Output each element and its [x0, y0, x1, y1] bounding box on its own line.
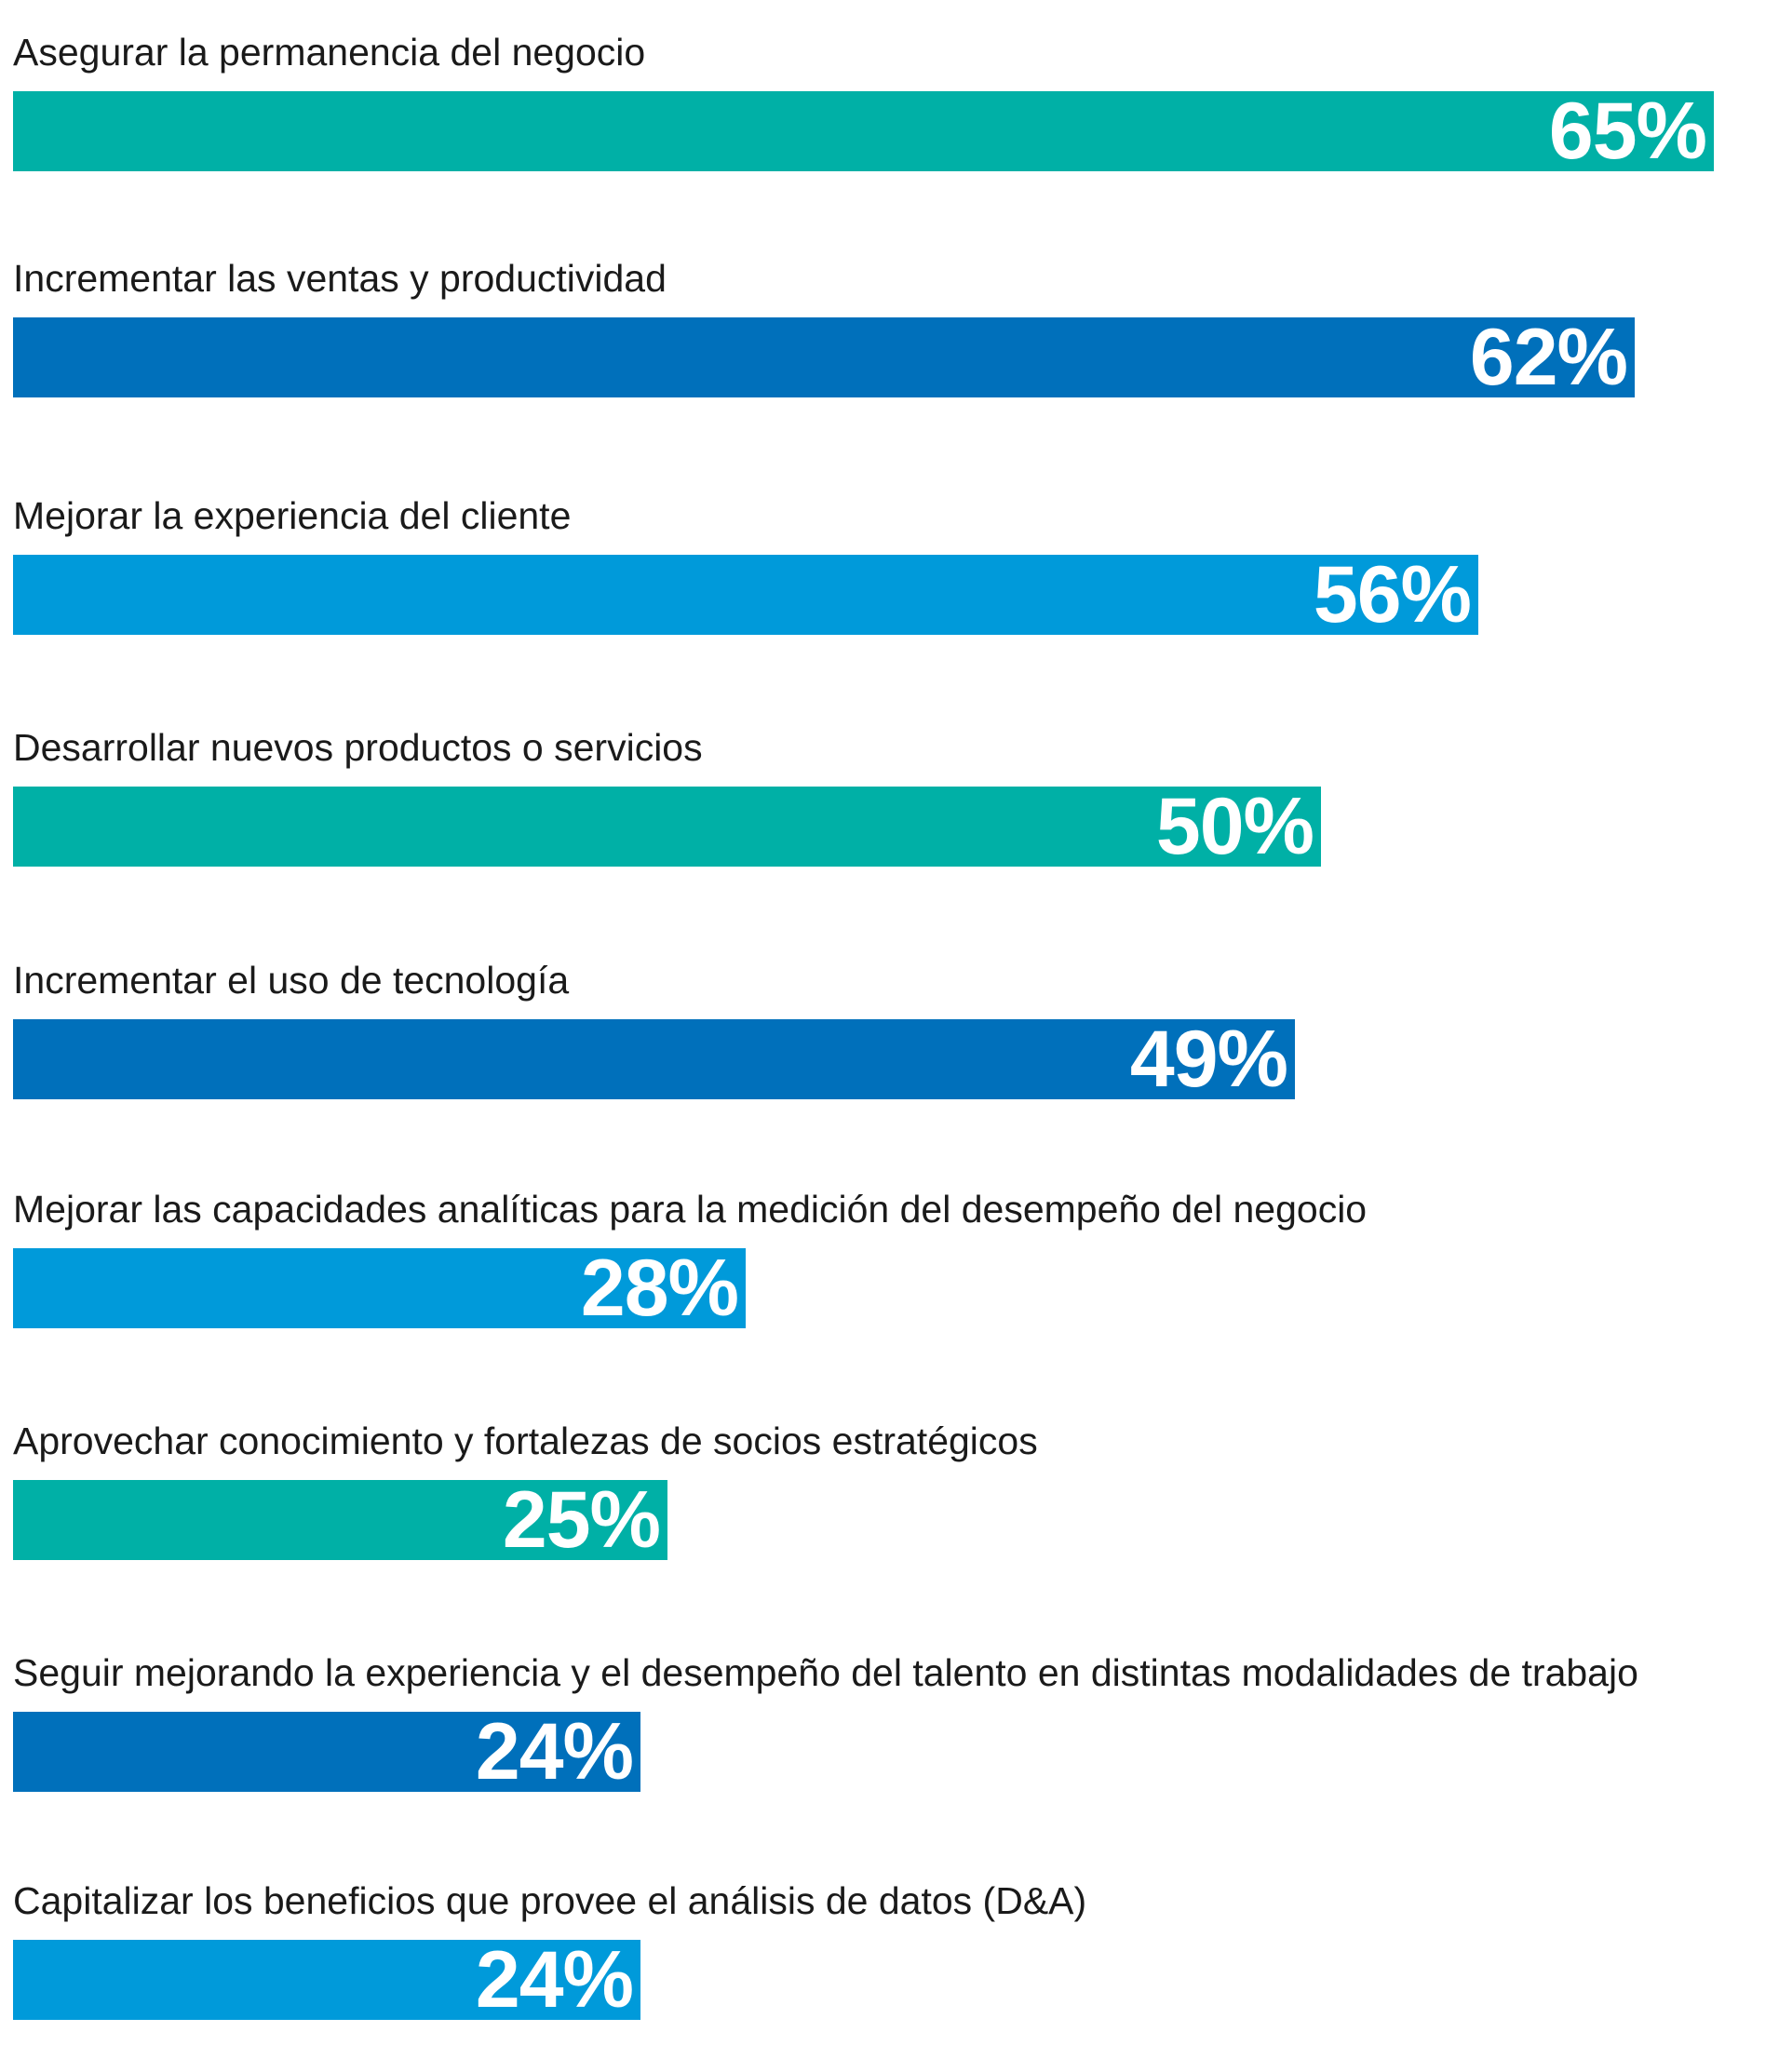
- bar-value-label: 24%: [475, 1935, 634, 2025]
- bar-value-label: 25%: [502, 1475, 661, 1565]
- bar-value-label: 65%: [1548, 87, 1707, 176]
- bar-value-label: 62%: [1469, 313, 1628, 402]
- category-label: Asegurar la permanencia del negocio: [13, 31, 646, 74]
- bar: 28%: [13, 1248, 746, 1328]
- category-label: Seguir mejorando la experiencia y el des…: [13, 1651, 1638, 1694]
- category-label: Mejorar la experiencia del cliente: [13, 494, 572, 537]
- bar: 50%: [13, 787, 1321, 867]
- bar: 25%: [13, 1480, 667, 1560]
- bar: 65%: [13, 91, 1714, 171]
- bar: 49%: [13, 1019, 1295, 1099]
- category-label: Aprovechar conocimiento y fortalezas de …: [13, 1419, 1038, 1462]
- bar: 24%: [13, 1940, 640, 2020]
- bar: 56%: [13, 555, 1478, 635]
- bar-value-label: 28%: [580, 1244, 739, 1333]
- category-label: Desarrollar nuevos productos o servicios: [13, 726, 703, 769]
- bar-value-label: 50%: [1155, 782, 1314, 871]
- bar: 62%: [13, 317, 1635, 397]
- bar-value-label: 24%: [475, 1707, 634, 1796]
- category-label: Incrementar el uso de tecnología: [13, 959, 570, 1002]
- bar: 24%: [13, 1712, 640, 1792]
- category-label: Capitalizar los beneficios que provee el…: [13, 1879, 1087, 1922]
- category-label: Incrementar las ventas y productividad: [13, 257, 667, 300]
- bar-value-label: 49%: [1129, 1015, 1288, 1104]
- category-label: Mejorar las capacidades analíticas para …: [13, 1188, 1368, 1231]
- bar-value-label: 56%: [1313, 550, 1472, 639]
